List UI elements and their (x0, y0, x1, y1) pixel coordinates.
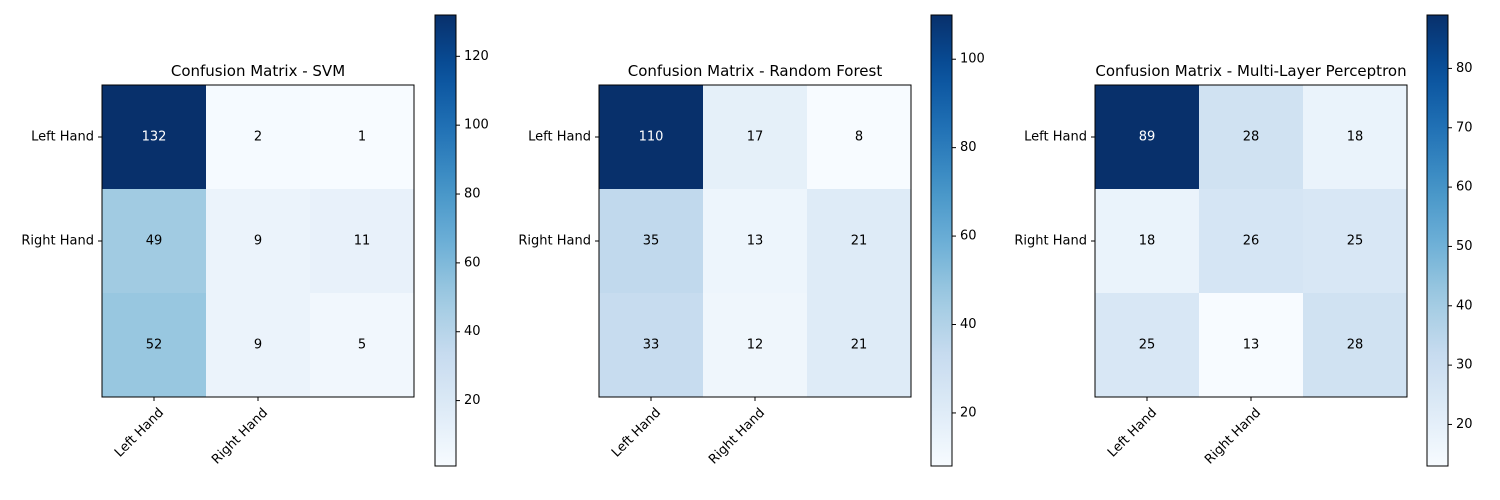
colorbar-tick-label: 40 (960, 317, 977, 332)
colorbar-tick-label: 80 (960, 140, 977, 155)
heatmap-cell (703, 189, 808, 294)
colorbar (434, 14, 457, 467)
heatmap-cell (206, 85, 311, 190)
heatmap-cell (102, 189, 207, 294)
heatmap-cell (206, 293, 311, 398)
colorbar (930, 14, 953, 467)
cell-value-label: 13 (747, 234, 764, 249)
cell-value-label: 89 (1139, 130, 1156, 145)
colorbar-tick-label: 50 (1456, 239, 1473, 254)
heatmap-cell (102, 85, 207, 190)
cell-value-label: 18 (1139, 234, 1156, 249)
confusion-matrix-panel-3: 89 28 18 18 26 25 25 13 28 Confusion Matrix - Mul… (1014, 14, 1473, 467)
cell-value-label: 2 (254, 130, 262, 145)
colorbar-tick-label: 60 (960, 229, 977, 244)
x-tick-label: Right Hand (209, 405, 271, 467)
heatmap-cell (1303, 85, 1408, 190)
cell-value-label: 35 (643, 234, 660, 249)
heatmap-cell (310, 293, 415, 398)
colorbar-tick-label: 80 (1456, 61, 1473, 76)
y-tick-label: Right Hand (518, 234, 591, 249)
cell-value-label: 5 (358, 338, 366, 353)
x-tick-label: Right Hand (706, 405, 768, 467)
cell-value-label: 49 (146, 234, 163, 249)
colorbar-tick-label: 100 (464, 118, 489, 133)
heatmap-cell (599, 293, 704, 398)
cell-value-label: 1 (358, 130, 366, 145)
cell-value-label: 28 (1243, 130, 1260, 145)
colorbar-tick-label: 70 (1456, 120, 1473, 135)
colorbar-tick-label: 80 (464, 187, 481, 202)
y-tick-label: Right Hand (21, 234, 94, 249)
cell-value-label: 9 (254, 234, 262, 249)
heatmap-cell (1095, 293, 1200, 398)
colorbar-tick-label: 100 (960, 52, 985, 67)
cell-value-label: 21 (851, 338, 868, 353)
cell-value-label: 18 (1347, 130, 1364, 145)
heatmap-cell (1095, 189, 1200, 294)
heatmap-cell (1199, 189, 1304, 294)
heatmap-cell (206, 189, 311, 294)
colorbar-tick-label: 60 (1456, 180, 1473, 195)
chart-title: Confusion Matrix - Multi-Layer Perceptro… (1095, 62, 1406, 80)
cell-value-label: 28 (1347, 338, 1364, 353)
heatmap-cell (599, 85, 704, 190)
cell-value-label: 132 (142, 130, 167, 145)
colorbar-tick-label: 60 (464, 255, 481, 270)
cell-value-label: 8 (855, 130, 863, 145)
heatmap-cell (1095, 85, 1200, 190)
heatmap-cell (703, 293, 808, 398)
cell-value-label: 52 (146, 338, 163, 353)
x-tick-label: Left Hand (1105, 405, 1160, 460)
cell-value-label: 25 (1347, 234, 1364, 249)
colorbar (1426, 14, 1449, 467)
colorbar-tick-label: 30 (1456, 358, 1473, 373)
chart-title: Confusion Matrix - Random Forest (628, 62, 883, 80)
heatmap-cell (703, 85, 808, 190)
heatmap-cell (1199, 293, 1304, 398)
y-tick-label: Left Hand (1024, 130, 1087, 145)
confusion-matrix-panel-2: 110 17 8 35 13 21 33 12 21 Confusion Matrix - Ran… (518, 14, 985, 467)
cell-value-label: 17 (747, 130, 764, 145)
cell-value-label: 110 (639, 130, 664, 145)
cell-value-label: 21 (851, 234, 868, 249)
cell-value-label: 26 (1243, 234, 1260, 249)
heatmap-cell (310, 189, 415, 294)
heatmap-cell (599, 189, 704, 294)
heatmap-cell (807, 189, 912, 294)
heatmap-cell (102, 293, 207, 398)
colorbar-tick-label: 20 (960, 405, 977, 420)
cell-value-label: 33 (643, 338, 660, 353)
cell-value-label: 9 (254, 338, 262, 353)
x-tick-label: Right Hand (1202, 405, 1264, 467)
colorbar-tick-label: 120 (464, 49, 489, 64)
cell-value-label: 13 (1243, 338, 1260, 353)
cell-value-label: 12 (747, 338, 764, 353)
cell-value-label: 11 (354, 234, 371, 249)
y-tick-label: Left Hand (31, 130, 94, 145)
heatmap-cell (1303, 293, 1408, 398)
colorbar-tick-label: 20 (1456, 417, 1473, 432)
heatmap-cell (807, 293, 912, 398)
y-tick-label: Right Hand (1014, 234, 1087, 249)
chart-title: Confusion Matrix - SVM (171, 62, 345, 80)
heatmap-cell (1303, 189, 1408, 294)
colorbar-tick-label: 40 (1456, 298, 1473, 313)
heatmap-cell (310, 85, 415, 190)
colorbar-tick-label: 40 (464, 324, 481, 339)
heatmap-cell (1199, 85, 1304, 190)
colorbar-tick-label: 20 (464, 393, 481, 408)
x-tick-label: Left Hand (609, 405, 664, 460)
y-tick-label: Left Hand (528, 130, 591, 145)
x-tick-label: Left Hand (112, 405, 167, 460)
heatmap-cell (807, 85, 912, 190)
confusion-matrix-panel-1: 132 2 1 49 9 11 52 9 5 Confusion Matrix - SVM Left… (21, 14, 489, 467)
cell-value-label: 25 (1139, 338, 1156, 353)
